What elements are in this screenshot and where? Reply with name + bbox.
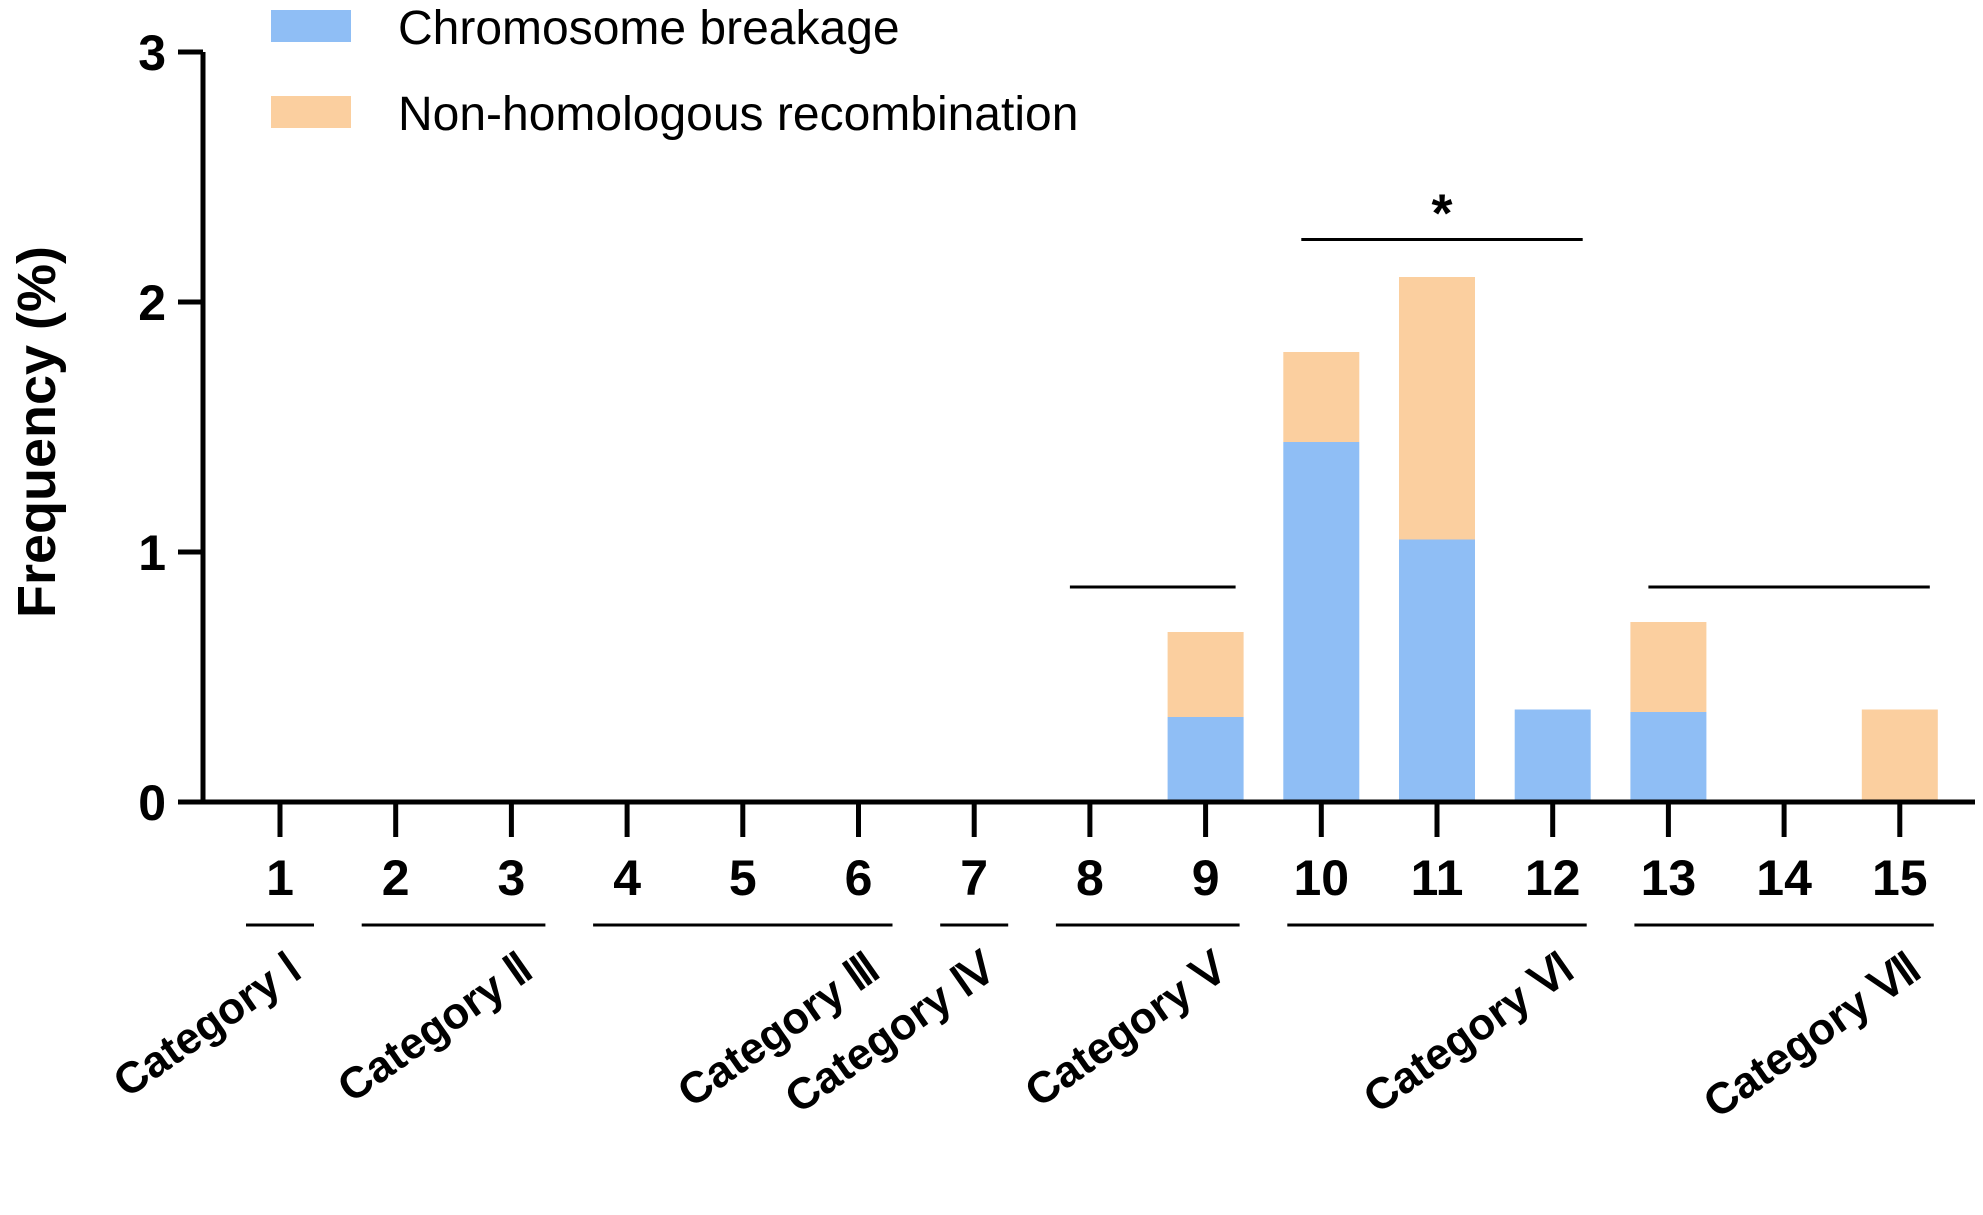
x-tick-label-2: 2 bbox=[382, 850, 410, 906]
x-tick-label-14: 14 bbox=[1756, 850, 1812, 906]
legend-swatch-breakage bbox=[271, 10, 351, 42]
category-label-6: Category Ⅵ bbox=[1355, 943, 1583, 1123]
y-tick-label-1: 1 bbox=[138, 525, 166, 581]
bar-breakage-11 bbox=[1399, 539, 1475, 802]
x-tick-label-6: 6 bbox=[845, 850, 873, 906]
x-tick-label-3: 3 bbox=[497, 850, 525, 906]
category-label-1: Category Ⅰ bbox=[105, 943, 310, 1107]
significance-star: * bbox=[1431, 184, 1452, 244]
y-tick-label-0: 0 bbox=[138, 775, 166, 831]
x-tick-label-12: 12 bbox=[1525, 850, 1581, 906]
x-tick-label-1: 1 bbox=[266, 850, 294, 906]
bar-recombination-11 bbox=[1399, 277, 1475, 540]
legend-swatch-recombination bbox=[271, 96, 351, 128]
x-tick-label-9: 9 bbox=[1192, 850, 1220, 906]
x-tick-label-4: 4 bbox=[613, 850, 641, 906]
legend: Chromosome breakage Non-homologous recomb… bbox=[271, 2, 1078, 141]
bar-breakage-10 bbox=[1283, 442, 1360, 802]
y-tick-label-3: 3 bbox=[138, 25, 166, 81]
bar-breakage-12 bbox=[1514, 709, 1591, 802]
category-label-7: Category Ⅶ bbox=[1695, 943, 1930, 1128]
bar-recombination-13 bbox=[1630, 622, 1707, 712]
bar-breakage-9 bbox=[1167, 717, 1244, 802]
x-tick-label-11: 11 bbox=[1411, 850, 1464, 906]
x-tick-label-5: 5 bbox=[729, 850, 757, 906]
category-label-2: Category Ⅱ bbox=[329, 943, 541, 1112]
x-tick-label-13: 13 bbox=[1641, 850, 1697, 906]
bar-recombination-10 bbox=[1283, 352, 1360, 442]
y-tick-label-2: 2 bbox=[138, 275, 166, 331]
x-tick-label-7: 7 bbox=[960, 850, 988, 906]
x-tick-label-15: 15 bbox=[1872, 850, 1928, 906]
category-label-5: Category Ⅴ bbox=[1016, 943, 1236, 1117]
bars-layer bbox=[1167, 277, 1938, 802]
legend-label-breakage: Chromosome breakage bbox=[398, 2, 900, 55]
y-axis-title: Frequency (%) bbox=[7, 246, 67, 618]
bar-recombination-9 bbox=[1167, 632, 1244, 717]
legend-label-recombination: Non-homologous recombination bbox=[398, 88, 1078, 141]
significance-layer: * bbox=[1069, 184, 1930, 589]
x-tick-label-8: 8 bbox=[1076, 850, 1104, 906]
bar-recombination-15 bbox=[1861, 709, 1938, 802]
bar-breakage-13 bbox=[1630, 712, 1707, 802]
x-tick-label-10: 10 bbox=[1293, 850, 1349, 906]
